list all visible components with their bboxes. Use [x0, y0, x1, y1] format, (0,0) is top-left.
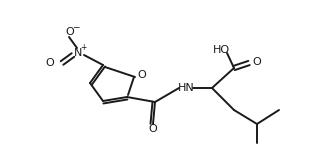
- Text: +: +: [80, 44, 86, 53]
- Text: O: O: [149, 124, 157, 134]
- Text: O: O: [253, 57, 261, 67]
- Text: O: O: [66, 27, 74, 37]
- Text: −: −: [72, 22, 80, 31]
- Text: HO: HO: [213, 45, 230, 55]
- Text: O: O: [46, 58, 54, 68]
- Text: O: O: [137, 70, 147, 80]
- Text: N: N: [74, 48, 82, 58]
- Text: HN: HN: [178, 83, 194, 93]
